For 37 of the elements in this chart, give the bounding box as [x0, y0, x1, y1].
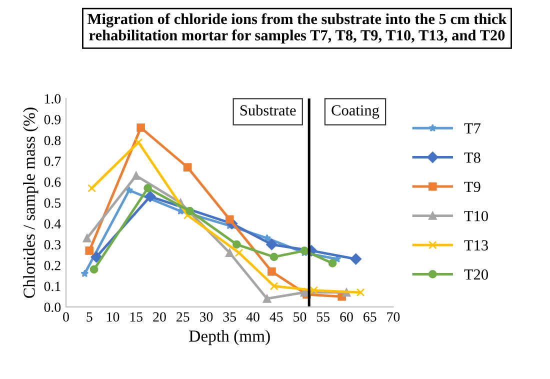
x-tick-label: 30	[200, 312, 213, 322]
annotation: Substrate	[240, 104, 296, 116]
y-tick-label: 0.8	[44, 136, 61, 146]
y-tick-label: 0.5	[44, 198, 61, 208]
x-axis-title: Depth (mm)	[189, 330, 270, 346]
x-tick-label: 10	[107, 312, 120, 322]
y-tick-label: 1.0	[45, 94, 61, 104]
x-tick-label: 45	[270, 312, 283, 322]
y-tick-label: 0.9	[44, 114, 61, 124]
x-tick-label: 20	[153, 312, 166, 322]
x-tick-label: 70	[387, 312, 400, 322]
y-tick-label: 0.3	[44, 240, 61, 250]
legend-label: T20	[464, 269, 488, 280]
y-axis-title: Chlorides / sample mass (%)	[23, 108, 38, 298]
legend-label: T9	[464, 182, 480, 192]
legend-label: T13	[464, 240, 488, 250]
annotation: Coating	[332, 105, 380, 119]
legend-label: T10	[464, 210, 488, 222]
x-tick-label: 40	[246, 312, 260, 322]
x-tick-label: 60	[340, 312, 353, 322]
x-tick-label: 0	[63, 312, 69, 322]
y-tick-label: 0.4	[44, 219, 61, 229]
y-tick-label: 0.2	[44, 260, 60, 270]
x-tick-label: 5	[86, 312, 92, 322]
legend-label: T7	[464, 123, 480, 134]
legend-label: T8	[464, 152, 480, 163]
x-tick-label: 55	[316, 312, 330, 322]
y-tick-label: 0.7	[44, 156, 61, 166]
x-tick-label: 65	[364, 312, 376, 322]
x-tick-label: 15	[130, 312, 143, 322]
x-tick-label: 25	[176, 312, 190, 322]
x-tick-label: 35	[223, 312, 236, 322]
y-tick-label: 0.6	[44, 178, 61, 187]
y-tick-label: 0.1	[44, 282, 60, 292]
chart-title: Migration of chloride ions from the substrate into the 5 cm thick rehabilitation mortar for samples T7, T8, T9, T10, T13, and T20	[88, 13, 507, 44]
y-tick-label: 0.0	[44, 302, 61, 312]
x-tick-label: 50	[294, 312, 306, 322]
